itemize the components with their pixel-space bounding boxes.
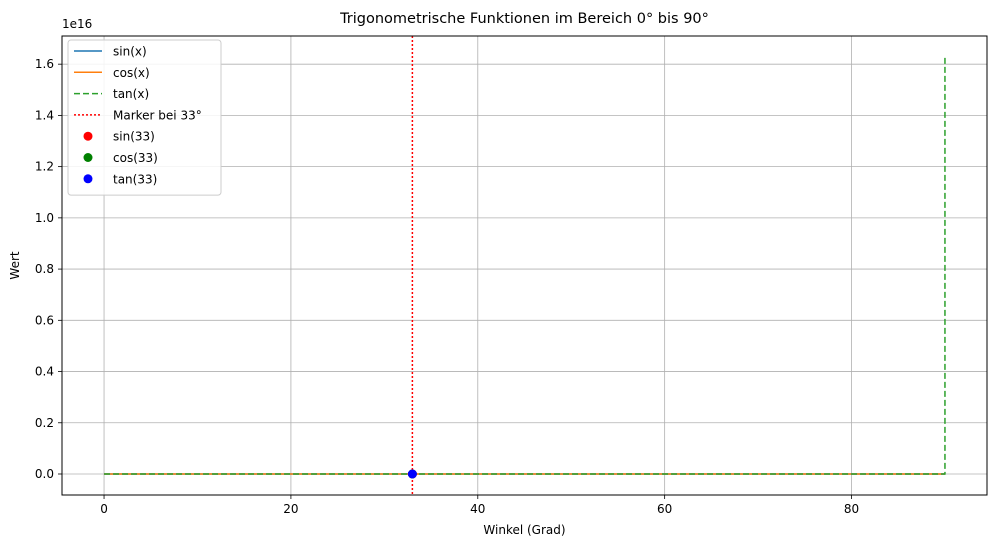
legend-label: sin(x) xyxy=(113,45,147,59)
legend-marker xyxy=(83,131,93,141)
x-tick-label: 80 xyxy=(844,502,859,516)
data-point-2 xyxy=(407,469,417,479)
legend-item: cos(x) xyxy=(74,66,150,80)
y-tick-label: 1.0 xyxy=(35,211,54,225)
legend-label: tan(x) xyxy=(113,87,149,101)
legend-item: tan(x) xyxy=(74,87,149,101)
legend-item: sin(33) xyxy=(83,130,155,144)
y-axis-label: Wert xyxy=(8,251,22,279)
y-tick-label: 0.6 xyxy=(35,313,54,327)
legend: sin(x) cos(x) tan(x) Marker bei 33° sin(33) c… xyxy=(67,39,222,196)
legend-item: Marker bei 33° xyxy=(74,108,202,122)
x-tick-label: 0 xyxy=(100,502,108,516)
y-tick-label: 1.6 xyxy=(35,57,54,71)
x-tick-label: 40 xyxy=(470,502,485,516)
legend-marker xyxy=(83,153,93,162)
y-tick-label: 0.2 xyxy=(35,416,54,430)
y-tick-label: 0.8 xyxy=(35,262,54,276)
series-line-2 xyxy=(104,55,946,475)
legend-box xyxy=(67,39,222,196)
legend-label: cos(33) xyxy=(113,151,158,165)
y-tick-label: 0.0 xyxy=(35,467,54,481)
legend-item: sin(x) xyxy=(74,45,147,59)
y-axis-offset-label: 1e16 xyxy=(62,17,92,31)
x-tick-label: 60 xyxy=(657,502,672,516)
y-tick-label: 1.4 xyxy=(35,108,54,122)
legend-label: cos(x) xyxy=(113,66,150,80)
legend-label: Marker bei 33° xyxy=(113,108,202,122)
legend-item: cos(33) xyxy=(83,151,158,165)
legend-label: tan(33) xyxy=(113,172,157,186)
legend-marker xyxy=(83,174,93,184)
chart-title: Trigonometrische Funktionen im Bereich 0… xyxy=(339,11,709,27)
y-tick-label: 1.2 xyxy=(35,160,54,174)
legend-item: tan(33) xyxy=(83,172,157,186)
plot-frame xyxy=(61,35,988,496)
axis-ticks: 0 20 40 60 80 0.0 0.2 0.4 0.6 0.8 1.0 1.2 1.4 1.6 xyxy=(35,57,859,516)
y-tick-label: 0.4 xyxy=(35,365,54,379)
plot-series xyxy=(104,36,946,495)
legend-label: sin(33) xyxy=(113,130,155,144)
x-axis-label: Winkel (Grad) xyxy=(483,523,565,537)
x-tick-label: 20 xyxy=(283,502,298,516)
